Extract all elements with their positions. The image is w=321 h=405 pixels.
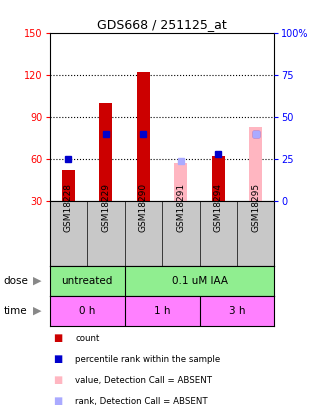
Text: time: time (3, 306, 27, 316)
Text: rank, Detection Call = ABSENT: rank, Detection Call = ABSENT (75, 397, 208, 405)
Text: dose: dose (3, 276, 28, 286)
Text: 3 h: 3 h (229, 306, 245, 316)
Text: ▶: ▶ (33, 276, 41, 286)
Text: GSM18229: GSM18229 (101, 183, 110, 232)
Bar (174, 164, 187, 201)
Text: untreated: untreated (62, 276, 113, 286)
Bar (137, 72, 150, 201)
Text: GSM18228: GSM18228 (64, 183, 73, 232)
Text: ▶: ▶ (33, 306, 41, 316)
Text: GSM18295: GSM18295 (251, 183, 260, 232)
Text: ■: ■ (53, 396, 62, 405)
Text: 1 h: 1 h (154, 306, 170, 316)
Text: GSM18291: GSM18291 (176, 183, 185, 232)
Title: GDS668 / 251125_at: GDS668 / 251125_at (97, 18, 227, 31)
Text: ■: ■ (53, 354, 62, 364)
Text: GSM18294: GSM18294 (214, 183, 223, 232)
Text: GSM18290: GSM18290 (139, 183, 148, 232)
Text: value, Detection Call = ABSENT: value, Detection Call = ABSENT (75, 376, 213, 385)
Bar (212, 156, 225, 201)
Text: ■: ■ (53, 375, 62, 385)
Bar (249, 127, 262, 201)
Text: percentile rank within the sample: percentile rank within the sample (75, 355, 221, 364)
Text: 0.1 uM IAA: 0.1 uM IAA (171, 276, 228, 286)
Bar (100, 103, 112, 201)
Bar (62, 171, 75, 201)
Text: ■: ■ (53, 333, 62, 343)
Text: 0 h: 0 h (79, 306, 95, 316)
Text: count: count (75, 334, 100, 343)
